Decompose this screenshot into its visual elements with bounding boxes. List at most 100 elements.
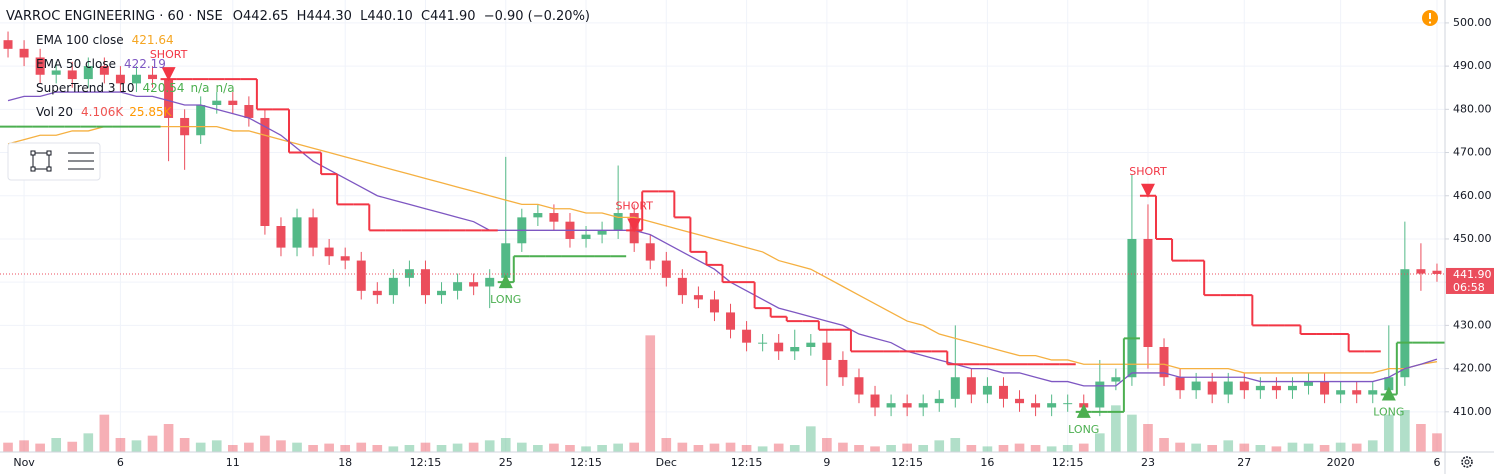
volume-bar <box>1335 442 1346 452</box>
candle-body <box>340 256 350 261</box>
candle-body <box>469 282 479 287</box>
candle-body <box>404 269 414 278</box>
x-tick-label: 16 <box>980 456 994 469</box>
candle-body <box>613 213 623 231</box>
candle-body <box>1063 403 1073 405</box>
volume-bar <box>372 445 383 452</box>
volume-bar <box>693 445 704 452</box>
legend-item: EMA 100 close 421.64 <box>36 33 174 47</box>
volume-bar <box>260 435 270 452</box>
candle-body <box>806 342 816 347</box>
volume-bar <box>533 445 543 452</box>
indicator-line <box>7 125 1438 374</box>
settings-gear[interactable] <box>1461 456 1473 468</box>
candle-body <box>1191 381 1201 391</box>
price-layer: SHORT LONG SHORT LONG SHORT LONG <box>0 31 1445 436</box>
volume-bar <box>436 445 447 452</box>
legend-item: EMA 50 close 422.19 <box>36 57 166 71</box>
rectangle-tool[interactable] <box>30 150 52 172</box>
x-tick-label: 18 <box>338 456 352 469</box>
signal-arrow <box>498 274 513 289</box>
candle-body <box>597 230 607 235</box>
volume-bar <box>19 440 29 452</box>
volume-bar <box>468 442 479 452</box>
legend-value: n/a <box>216 81 235 95</box>
candle-body <box>1304 381 1314 386</box>
volume-bar <box>3 442 13 452</box>
volume-bar <box>388 446 399 452</box>
signal-arrow <box>161 67 176 82</box>
volume-bar <box>773 443 784 452</box>
volume-bar <box>805 426 816 452</box>
candle-body <box>1111 377 1121 382</box>
volume-bar <box>725 442 736 452</box>
candle-body <box>838 359 848 378</box>
volume-bar <box>1014 443 1025 452</box>
candle-body <box>742 329 752 343</box>
ohlc-value: 442.65 <box>243 9 289 24</box>
candle-body <box>709 299 719 313</box>
candle-body <box>645 243 655 261</box>
candle-body <box>388 277 398 296</box>
y-tick-label: 480.00 <box>1453 102 1492 115</box>
candle-body <box>501 243 511 278</box>
legend-item: Vol 20 4.106K 25.85K <box>36 105 173 119</box>
candle-body <box>324 247 334 257</box>
volume-bar <box>516 442 527 452</box>
x-tick-label: 12:15 <box>410 456 442 469</box>
volume-bar <box>1351 443 1362 452</box>
candle-body <box>533 213 543 218</box>
candle-body <box>854 377 864 395</box>
candle-body <box>372 290 382 296</box>
volume-bar <box>324 443 334 452</box>
y-tick-label: 410.00 <box>1453 405 1492 418</box>
volume-bar <box>677 442 688 452</box>
candle-body <box>1223 381 1233 395</box>
volume-bar <box>902 443 912 452</box>
candle-body <box>1095 381 1105 408</box>
candle-body <box>115 74 125 84</box>
y-tick-label: 470.00 <box>1453 146 1492 159</box>
candle-body <box>998 385 1008 399</box>
volume-bar <box>147 435 158 452</box>
candle-body <box>292 217 302 248</box>
ohlc-key: O <box>233 9 243 24</box>
rectangle-icon <box>32 152 50 170</box>
candle-body <box>1207 381 1217 395</box>
volume-bar <box>292 442 302 452</box>
ohlc-key: C <box>421 9 430 24</box>
volume-bar <box>757 446 768 452</box>
signal-arrow <box>1381 386 1396 401</box>
legend-value: 422.19 <box>124 57 166 71</box>
candle-body <box>870 394 880 408</box>
candle-body <box>308 217 318 248</box>
candle-body <box>966 377 976 395</box>
candle-body <box>1287 385 1297 391</box>
signal-arrow <box>1140 183 1155 198</box>
candle-body <box>356 260 366 291</box>
volume-bar <box>1255 445 1266 452</box>
volume-bar <box>1207 445 1218 452</box>
alert-dot <box>1428 21 1432 24</box>
volume-bar <box>565 445 575 452</box>
candle-body <box>453 282 463 291</box>
candle-body <box>1352 390 1362 395</box>
candle-body <box>677 277 687 296</box>
gear-center <box>1464 459 1470 465</box>
volume-bar <box>420 442 431 452</box>
volume-bar <box>484 440 495 452</box>
volume-bar <box>1191 443 1201 452</box>
settings-tool[interactable] <box>68 152 94 170</box>
candle-body <box>902 403 912 408</box>
volume-bar <box>709 443 720 452</box>
volume-bar <box>597 445 607 452</box>
y-tick-label: 420.00 <box>1453 362 1492 375</box>
volume-bar <box>982 446 993 452</box>
drawing-toolbar <box>7 142 101 181</box>
volume-bar <box>1367 440 1378 452</box>
x-tick-label: 11 <box>226 456 240 469</box>
alert-icon[interactable] <box>1422 10 1438 26</box>
candle-body <box>212 100 222 106</box>
volume-bar <box>35 443 45 452</box>
volume-bar <box>244 442 254 452</box>
